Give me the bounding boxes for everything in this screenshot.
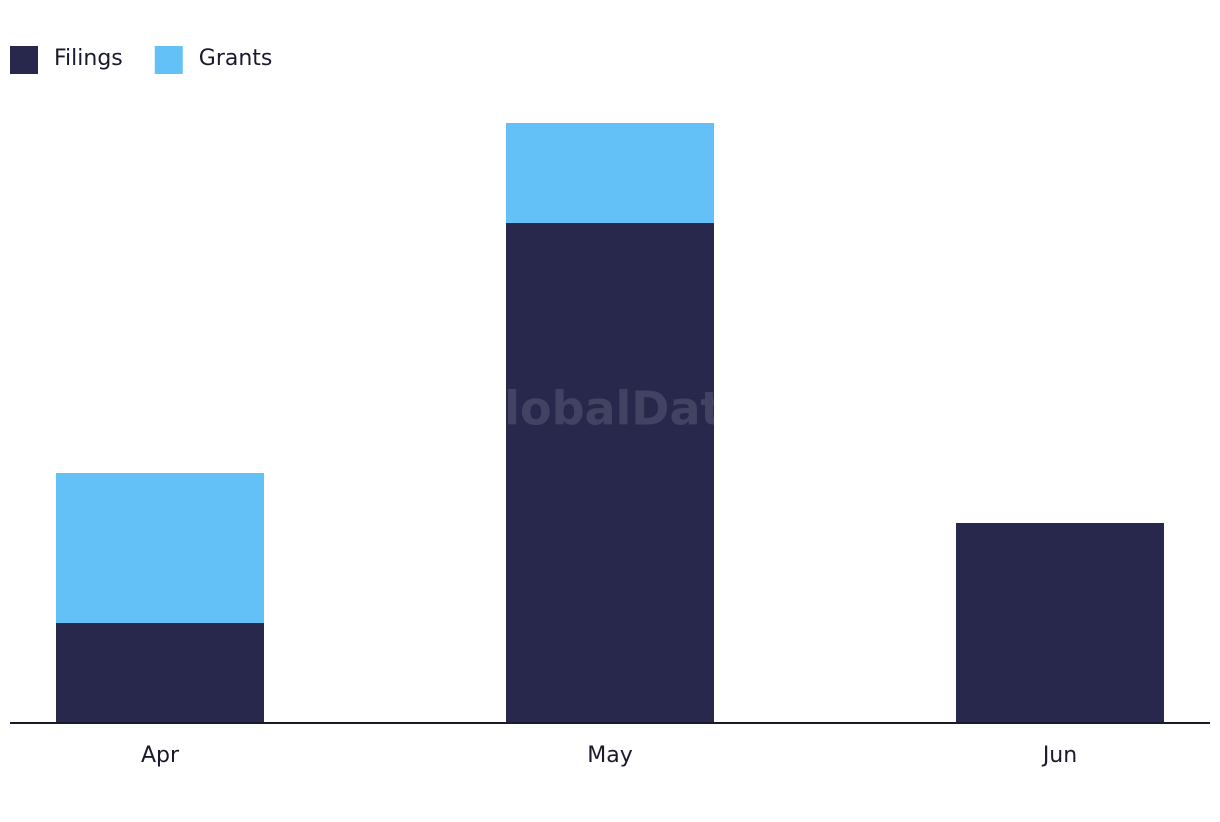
legend-swatch (10, 46, 38, 74)
legend-swatch (154, 46, 183, 74)
x-tick-label: May (587, 743, 632, 768)
bar-segment (56, 473, 264, 623)
legend-label: Filings (54, 46, 123, 71)
x-tick-label: Apr (141, 743, 180, 768)
bar-segment (956, 523, 1164, 723)
x-tick-label: Jun (1041, 743, 1077, 768)
bar-segment (506, 223, 714, 723)
bar-segment (506, 123, 714, 223)
legend-label: Grants (199, 46, 273, 71)
bar-segment (56, 623, 264, 723)
watermark: GlobalData (466, 382, 753, 436)
